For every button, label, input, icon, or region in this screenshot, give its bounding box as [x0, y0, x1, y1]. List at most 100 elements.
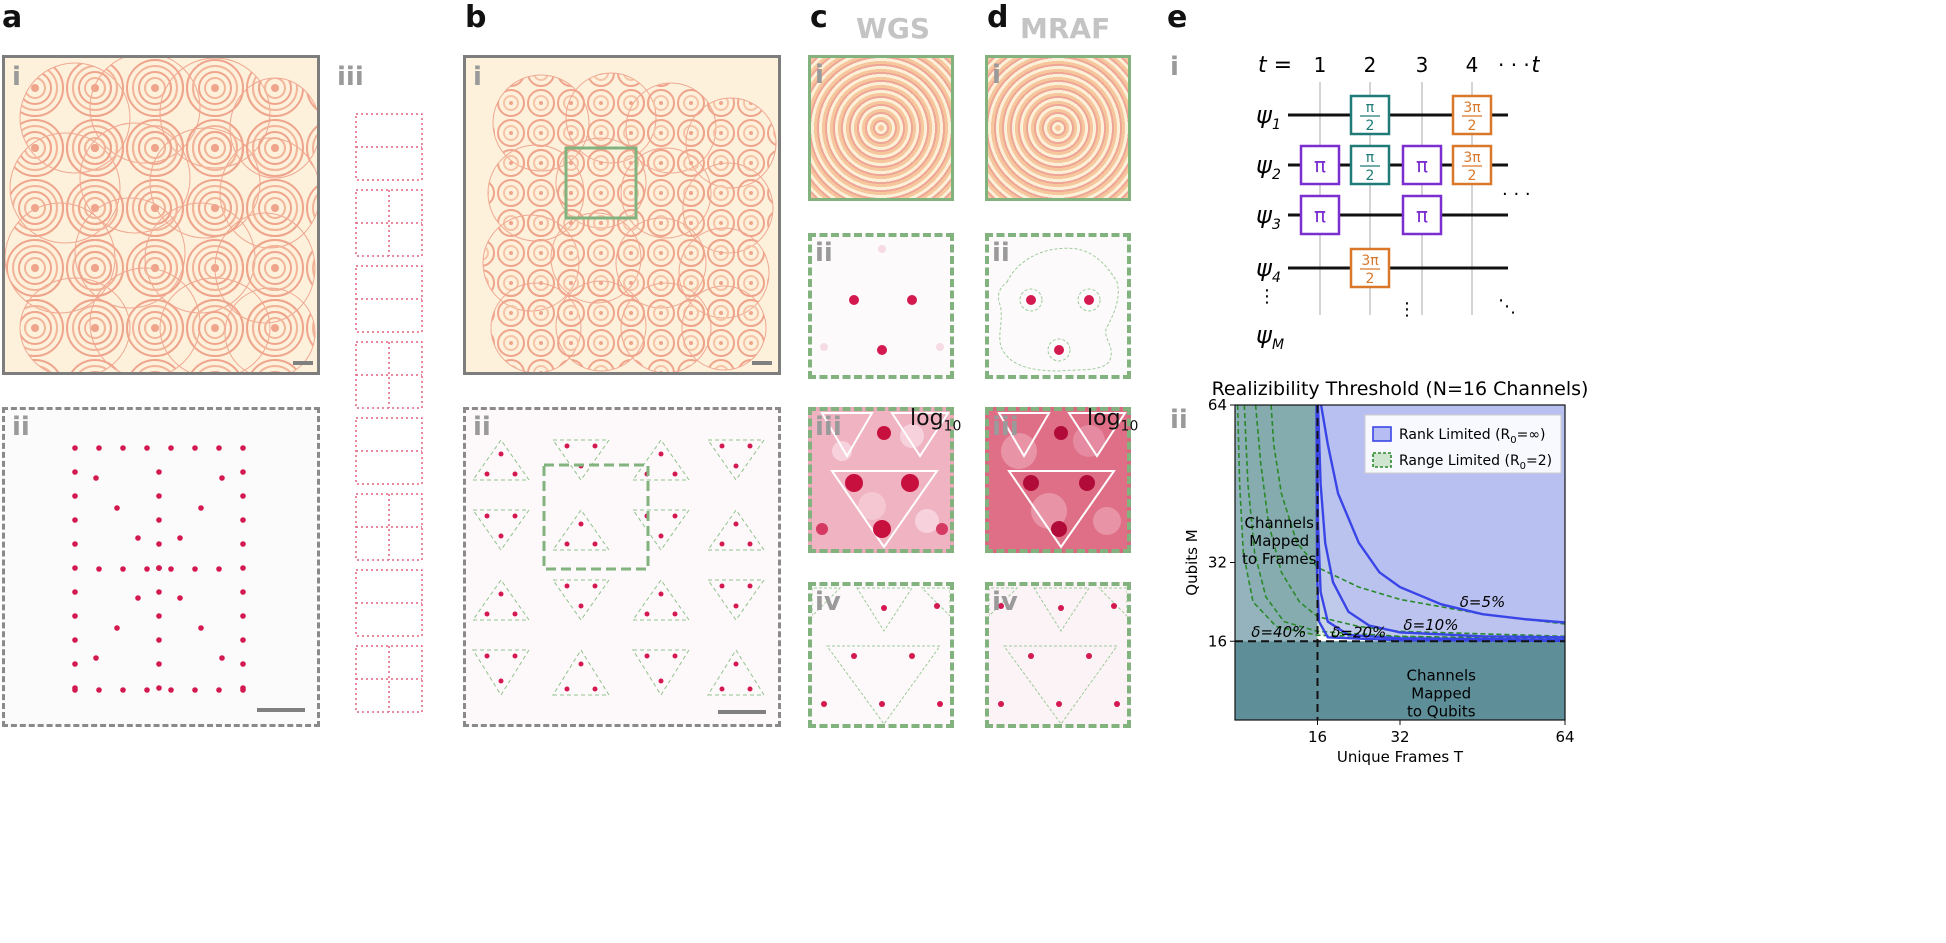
spot	[592, 541, 598, 547]
spot	[177, 595, 183, 601]
spot	[72, 685, 78, 691]
triangle-array-b	[472, 439, 765, 696]
time-ellipsis: · · ·	[1498, 53, 1530, 77]
spot	[216, 445, 222, 451]
qubit-label: ψ	[1256, 101, 1273, 129]
sub-label-a-iii: iii	[337, 62, 364, 92]
time-label: 1	[1314, 53, 1327, 77]
rank-limited-curve	[1315, 405, 1565, 642]
gate-numerator: 3π	[1361, 253, 1379, 269]
sub-label-b-ii: ii	[473, 412, 491, 442]
gate-vellipsis: ⋮	[1398, 299, 1416, 320]
gate-label: π	[1416, 203, 1428, 227]
spot	[240, 469, 246, 475]
sub-label-a-ii: ii	[12, 412, 30, 442]
range-limited-curve	[1243, 405, 1565, 640]
wgs-phase-i	[808, 55, 954, 201]
spot	[733, 521, 739, 527]
spot	[219, 475, 225, 481]
spot	[240, 493, 246, 499]
spot	[72, 541, 78, 547]
triangle-outline	[552, 439, 610, 481]
spot	[658, 591, 664, 597]
spot	[747, 583, 753, 589]
spot	[156, 589, 162, 595]
spot	[240, 613, 246, 619]
spot	[219, 655, 225, 661]
spot	[512, 653, 518, 659]
mraf-log-spots	[989, 411, 1127, 549]
triangle-outline	[552, 649, 610, 696]
gate-box	[1349, 94, 1391, 136]
spot	[733, 603, 739, 609]
scale-bar	[752, 361, 772, 365]
row-ellipsis: · · ·	[1502, 184, 1531, 205]
panel-label-d: d	[987, 0, 1009, 35]
spot	[135, 535, 141, 541]
sub-label-d-iv: iv	[992, 587, 1018, 617]
spot	[177, 535, 183, 541]
t-equals-label: t =	[1258, 53, 1292, 78]
spot	[72, 469, 78, 475]
mraf-phase-i	[985, 55, 1131, 201]
triangle-outline	[632, 649, 690, 696]
spot	[498, 533, 504, 539]
spot	[592, 443, 598, 449]
qubit-label: ψ	[1256, 254, 1273, 282]
triangle-outline	[552, 509, 610, 551]
qubits-region	[1235, 641, 1565, 720]
gate-box	[1349, 144, 1391, 186]
spot-array-a	[72, 445, 246, 693]
spot	[484, 611, 490, 617]
x-tick-label: 16	[1308, 728, 1327, 746]
triangle-outline	[707, 579, 765, 621]
triangle-outline	[472, 439, 530, 481]
triangle-outline	[632, 509, 690, 551]
image-b-ii	[463, 407, 781, 727]
spot	[498, 678, 504, 684]
curve-label: δ=10%	[1403, 616, 1458, 634]
x-tick-label: 32	[1390, 728, 1409, 746]
spot	[192, 566, 198, 572]
gate-numerator: π	[1366, 150, 1375, 166]
spot	[644, 653, 650, 659]
curve-label: δ=20%	[1331, 623, 1386, 641]
spot	[719, 583, 725, 589]
spot	[156, 517, 162, 523]
spot	[672, 611, 678, 617]
panel-label-a: a	[2, 0, 23, 35]
sub-label-c-iv: iv	[815, 587, 841, 617]
qubit-label: ψ	[1256, 321, 1273, 349]
spot	[564, 443, 570, 449]
spot	[72, 637, 78, 643]
gate-denominator: 2	[1468, 168, 1477, 184]
letter-frames-a-iii	[355, 113, 423, 713]
frames-region	[1235, 405, 1318, 642]
spot	[240, 661, 246, 667]
spot	[672, 653, 678, 659]
spot	[240, 565, 246, 571]
qubits-region-label: Channels	[1407, 667, 1477, 685]
qubits-region-label: to Qubits	[1407, 703, 1476, 721]
spot	[747, 686, 753, 692]
spot	[658, 451, 664, 457]
spot	[240, 517, 246, 523]
gate-label: π	[1416, 153, 1428, 177]
spot	[512, 513, 518, 519]
spot	[578, 521, 584, 527]
panel-label-b: b	[465, 0, 487, 35]
rank-limited-curve	[1319, 405, 1565, 624]
spot	[658, 533, 664, 539]
spot	[72, 661, 78, 667]
sub-label-d-i: i	[992, 60, 1001, 90]
curve-label: δ=40%	[1251, 623, 1306, 641]
spot	[156, 565, 162, 571]
triangle-outline	[632, 439, 690, 481]
spot	[72, 589, 78, 595]
gate-numerator: π	[1366, 100, 1375, 116]
spot	[216, 566, 222, 572]
range-limited-curve	[1236, 405, 1565, 641]
frames-region-label: Channels	[1245, 514, 1315, 532]
spot	[156, 613, 162, 619]
y-axis-label: Qubits M	[1183, 529, 1201, 595]
